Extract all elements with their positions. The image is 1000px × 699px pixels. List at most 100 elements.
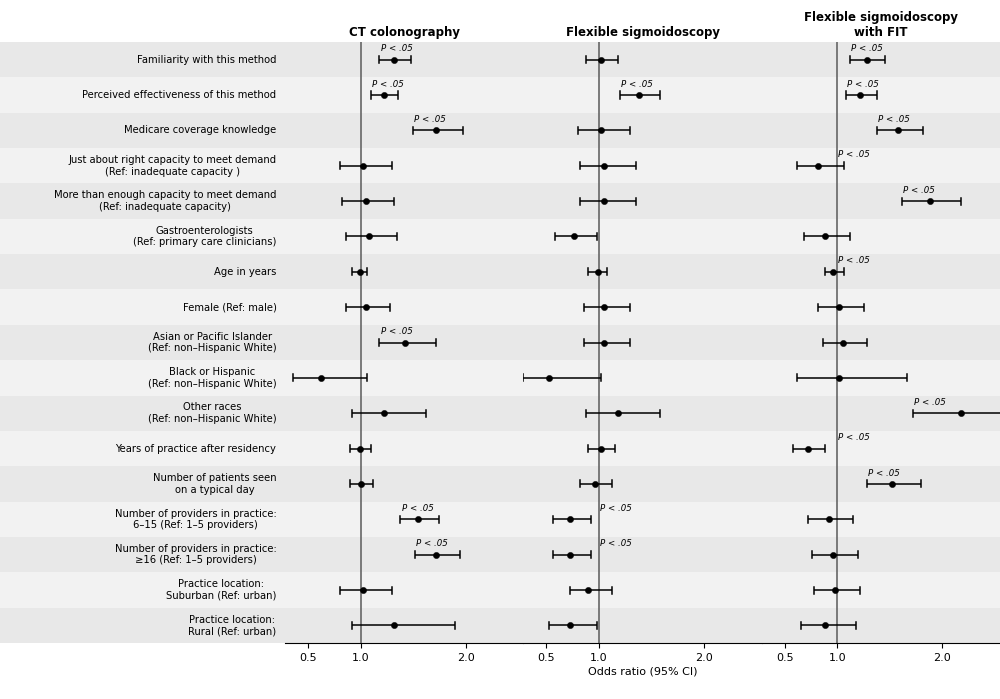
Bar: [285, 289, 523, 325]
Text: Asian or Pacific Islander
(Ref: non–Hispanic White): Asian or Pacific Islander (Ref: non–Hisp…: [148, 332, 276, 353]
Bar: [762, 607, 1000, 643]
Text: Other races
(Ref: non–Hispanic White): Other races (Ref: non–Hispanic White): [148, 403, 276, 424]
Bar: [523, 148, 762, 183]
Text: Years of practice after residency: Years of practice after residency: [116, 444, 276, 454]
Bar: [523, 42, 762, 78]
Bar: [762, 325, 1000, 360]
Text: P < .05: P < .05: [847, 80, 878, 89]
Text: P < .05: P < .05: [914, 398, 946, 407]
Bar: [0, 607, 285, 643]
Text: Practice location:
Rural (Ref: urban): Practice location: Rural (Ref: urban): [188, 614, 276, 636]
Bar: [0, 537, 285, 572]
Text: P < .05: P < .05: [372, 80, 404, 89]
Text: Just about right capacity to meet demand
(Ref: inadequate capacity ): Just about right capacity to meet demand…: [68, 155, 276, 177]
Text: P < .05: P < .05: [851, 44, 883, 53]
Bar: [762, 360, 1000, 396]
Text: P < .05: P < .05: [381, 44, 412, 53]
Bar: [762, 466, 1000, 502]
Bar: [285, 325, 523, 360]
Bar: [285, 183, 523, 219]
Text: P < .05: P < .05: [600, 540, 632, 548]
Bar: [0, 183, 285, 219]
Bar: [523, 289, 762, 325]
Text: Familiarity with this method: Familiarity with this method: [137, 55, 276, 64]
Bar: [285, 431, 523, 466]
Bar: [285, 607, 523, 643]
Bar: [523, 396, 762, 431]
Text: P < .05: P < .05: [838, 150, 870, 159]
Bar: [523, 113, 762, 148]
Text: Black or Hispanic
(Ref: non–Hispanic White): Black or Hispanic (Ref: non–Hispanic Whi…: [148, 367, 276, 389]
Bar: [285, 466, 523, 502]
Bar: [523, 360, 762, 396]
Bar: [0, 396, 285, 431]
Bar: [762, 148, 1000, 183]
Text: P < .05: P < .05: [838, 433, 870, 442]
Text: P < .05: P < .05: [414, 115, 446, 124]
Bar: [0, 254, 285, 289]
Bar: [523, 466, 762, 502]
Bar: [0, 289, 285, 325]
Bar: [285, 502, 523, 537]
Bar: [0, 325, 285, 360]
Bar: [762, 431, 1000, 466]
Bar: [762, 219, 1000, 254]
Bar: [0, 219, 285, 254]
Bar: [762, 289, 1000, 325]
Text: P < .05: P < .05: [838, 257, 870, 266]
Bar: [285, 572, 523, 607]
Text: Number of providers in practice:
6–15 (Ref: 1–5 providers): Number of providers in practice: 6–15 (R…: [115, 508, 276, 530]
Bar: [523, 572, 762, 607]
Title: Flexible sigmoidoscopy: Flexible sigmoidoscopy: [566, 27, 720, 39]
Bar: [285, 360, 523, 396]
Text: Number of patients seen
on a typical day: Number of patients seen on a typical day: [153, 473, 276, 495]
Text: More than enough capacity to meet demand
(Ref: inadequate capacity): More than enough capacity to meet demand…: [54, 190, 276, 212]
Bar: [523, 183, 762, 219]
Bar: [762, 42, 1000, 78]
Bar: [762, 183, 1000, 219]
Bar: [523, 325, 762, 360]
Bar: [0, 572, 285, 607]
Bar: [762, 78, 1000, 113]
Text: Medicare coverage knowledge: Medicare coverage knowledge: [124, 125, 276, 136]
Text: P < .05: P < .05: [600, 504, 632, 513]
Bar: [762, 537, 1000, 572]
Text: P < .05: P < .05: [868, 468, 899, 477]
Bar: [285, 148, 523, 183]
Bar: [285, 254, 523, 289]
Bar: [0, 466, 285, 502]
Text: Gastroenterologists
(Ref: primary care clinicians): Gastroenterologists (Ref: primary care c…: [133, 226, 276, 247]
Bar: [285, 537, 523, 572]
Bar: [0, 148, 285, 183]
Text: P < .05: P < .05: [402, 504, 433, 513]
Bar: [523, 254, 762, 289]
Text: P < .05: P < .05: [381, 327, 412, 336]
Bar: [523, 78, 762, 113]
Text: Age in years: Age in years: [214, 267, 276, 277]
Bar: [0, 502, 285, 537]
Text: Female (Ref: male): Female (Ref: male): [183, 302, 276, 312]
Bar: [285, 219, 523, 254]
Bar: [762, 113, 1000, 148]
Text: Practice location:
Suburban (Ref: urban): Practice location: Suburban (Ref: urban): [166, 579, 276, 601]
Text: P < .05: P < .05: [621, 80, 653, 89]
Text: P < .05: P < .05: [878, 115, 910, 124]
Title: Flexible sigmoidoscopy
with FIT: Flexible sigmoidoscopy with FIT: [804, 11, 958, 39]
Text: Perceived effectiveness of this method: Perceived effectiveness of this method: [82, 90, 276, 100]
Bar: [0, 42, 285, 78]
Bar: [285, 396, 523, 431]
Text: P < .05: P < .05: [416, 540, 448, 548]
Bar: [285, 42, 523, 78]
Title: CT colonography: CT colonography: [349, 27, 460, 39]
Bar: [523, 431, 762, 466]
Bar: [523, 607, 762, 643]
Bar: [523, 537, 762, 572]
Bar: [762, 396, 1000, 431]
Bar: [285, 113, 523, 148]
Bar: [0, 431, 285, 466]
Bar: [523, 219, 762, 254]
Text: P < .05: P < .05: [903, 186, 935, 195]
Bar: [762, 254, 1000, 289]
Bar: [762, 572, 1000, 607]
Bar: [0, 78, 285, 113]
